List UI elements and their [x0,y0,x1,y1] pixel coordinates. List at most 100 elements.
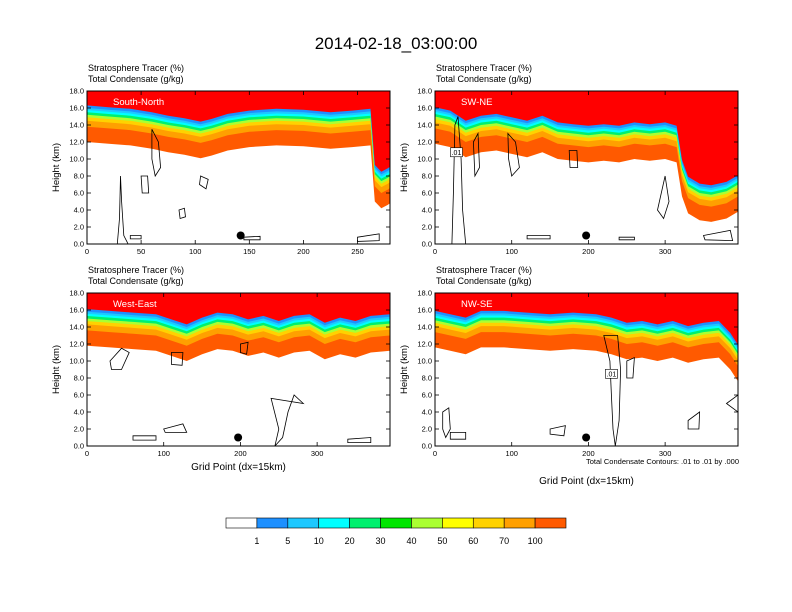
x-axis-label: Grid Point (dx=15km) [191,462,286,473]
location-marker [582,231,591,240]
y-tick-label: 10.0 [417,155,432,164]
y-tick-label: 0.0 [74,442,84,451]
y-tick-label: 14.0 [417,121,432,130]
panel-subtitle-condensate: Total Condensate (g/kg) [88,74,184,84]
labelbar-tick-label: 50 [437,536,447,546]
y-tick-label: 6.0 [422,391,432,400]
plot-area [87,293,390,446]
labelbar-box [349,517,381,529]
x-tick-label: 200 [234,449,247,458]
x-tick-label: 250 [351,247,364,256]
panel-sw-ne: Stratosphere Tracer (%)Total Condensate … [399,63,739,256]
x-tick-label: 0 [433,247,437,256]
x-tick-label: 100 [189,247,202,256]
plot-area [87,91,390,244]
y-tick-label: 14.0 [69,121,84,130]
labelbar-box [318,517,350,529]
labelbar-box [380,517,412,529]
region-label: NW-SE [461,299,493,310]
x-tick-label: 100 [505,449,518,458]
y-tick-label: 2.0 [422,425,432,434]
y-tick-label: 18.0 [417,289,432,298]
y-tick-label: 4.0 [74,206,84,215]
y-tick-label: 0.0 [74,240,84,249]
x-tick-label: 300 [659,247,672,256]
y-tick-label: 0.0 [422,240,432,249]
condensate-contour [725,394,738,413]
condensate-contour [507,132,520,177]
tracer-band-max [435,91,738,186]
y-tick-label: 10.0 [417,357,432,366]
labelbar-box [225,517,258,529]
contour-note: Total Condensate Contours: .01 to .01 by… [586,457,739,466]
y-tick-label: 18.0 [417,87,432,96]
y-tick-label: 10.0 [69,357,84,366]
condensate-contour [472,132,480,178]
y-axis-label: Height (km) [51,345,62,394]
condensate-contour [618,236,635,241]
labelbar-tick-label: 70 [499,536,509,546]
condensate-contour [451,116,467,244]
y-tick-label: 16.0 [69,306,84,315]
x-tick-label: 50 [137,247,145,256]
y-tick-label: 4.0 [422,408,432,417]
labelbar-box [472,517,505,529]
plot-frame [86,292,391,447]
x-axis-label: Grid Point (dx=15km) [539,476,634,487]
y-axis-label: Height (km) [399,143,410,192]
y-tick-label: 2.0 [74,425,84,434]
location-marker [236,231,245,240]
y-tick-label: 16.0 [417,104,432,113]
x-tick-label: 0 [85,247,89,256]
panel-west-east: Stratosphere Tracer (%)Total Condensate … [51,265,391,473]
tracer-band-max [87,293,390,325]
labelbar-tick-label: 10 [314,536,324,546]
y-tick-label: 2.0 [422,223,432,232]
condensate-contour [240,341,249,355]
x-tick-label: 150 [243,247,256,256]
y-tick-label: 10.0 [69,155,84,164]
location-marker [234,433,243,442]
condensate-contour [243,235,261,241]
y-tick-label: 12.0 [417,340,432,349]
condensate-contour [132,435,157,441]
labelbar-box [287,517,320,529]
condensate-contour [151,129,162,178]
y-tick-label: 12.0 [69,138,84,147]
labelbar-tick-label: 40 [406,536,416,546]
contour-label-box [605,368,618,379]
panel-subtitle-tracer: Stratosphere Tracer (%) [88,265,184,275]
y-tick-label: 8.0 [74,172,84,181]
labelbar-tick-label: 30 [376,536,386,546]
labelbar-tick-label: 5 [285,536,290,546]
condensate-contour [549,425,566,437]
figure-title: 2014-02-18_03:00:00 [315,34,478,53]
y-tick-label: 18.0 [69,289,84,298]
condensate-contour [442,407,451,439]
condensate-contour [129,235,142,240]
panel-subtitle-tracer: Stratosphere Tracer (%) [436,265,532,275]
x-tick-label: 0 [433,449,437,458]
y-tick-label: 2.0 [74,223,84,232]
condensate-contour [199,175,209,190]
y-tick-label: 16.0 [69,104,84,113]
labelbar-box [534,517,567,529]
labelbar-box [442,517,474,529]
condensate-contour [568,150,579,168]
location-marker [582,433,591,442]
x-tick-label: 200 [582,449,595,458]
labelbar-tick-label: 20 [345,536,355,546]
condensate-contour [140,175,150,194]
y-tick-label: 8.0 [422,374,432,383]
tracer-band-max [435,293,738,345]
region-label: SW-NE [461,97,493,108]
y-tick-label: 0.0 [422,442,432,451]
condensate-contour [163,423,188,433]
condensate-contour [109,347,130,370]
y-tick-label: 14.0 [69,323,84,332]
condensate-contour [657,175,670,220]
y-tick-label: 16.0 [417,306,432,315]
condensate-contour [270,394,305,446]
y-tick-label: 8.0 [74,374,84,383]
